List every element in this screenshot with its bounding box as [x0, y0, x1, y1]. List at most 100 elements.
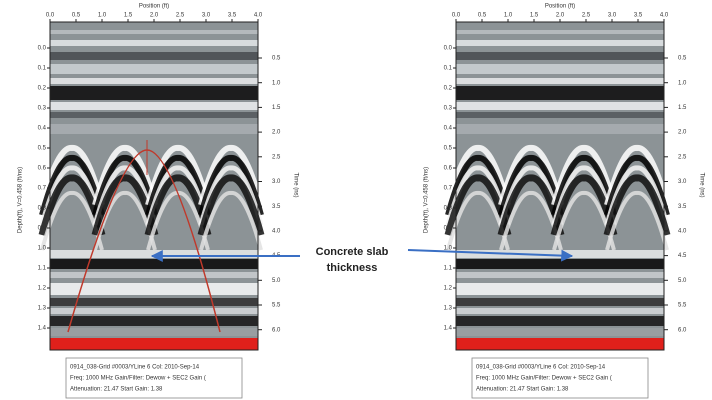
top-axis-title: Position (ft)	[545, 4, 575, 10]
depth-tick-label: 1.1	[444, 266, 453, 272]
band	[456, 298, 664, 306]
depth-tick-label: 0.7	[444, 186, 453, 192]
x-tick-label: 4.0	[660, 13, 669, 19]
caption-box	[471, 357, 649, 399]
depth-tick-label: 0.1	[444, 66, 453, 72]
time-tick-label: 3.5	[678, 204, 687, 210]
band	[50, 316, 258, 326]
annotation: Concrete slab	[316, 246, 389, 258]
depth-tick-label: 0.2	[38, 86, 47, 92]
band	[456, 64, 664, 74]
time-tick-label: 3.0	[272, 179, 281, 185]
arch	[92, 145, 158, 206]
depth-tick-label: 1.0	[38, 246, 47, 252]
arch	[551, 165, 617, 226]
depth-tick-label: 1.4	[444, 326, 453, 332]
left-axis-title: Depth(ft), V=0.458 (ft/ns)	[424, 167, 430, 233]
band	[456, 250, 664, 258]
band	[456, 40, 664, 46]
x-tick-label: 3.0	[608, 13, 617, 19]
band	[50, 328, 258, 336]
arch	[199, 191, 263, 251]
x-tick-label: 0.5	[478, 13, 487, 19]
depth-tick-label: 0.0	[444, 46, 453, 52]
caption-line: Attenuation: 21.47 Start Gain: 1.38	[70, 387, 163, 393]
arch	[604, 145, 670, 206]
arch	[498, 165, 564, 226]
time-tick-label: 1.5	[272, 105, 281, 111]
top-axis-title: Position (ft)	[139, 4, 169, 10]
arch	[198, 165, 264, 226]
arch	[91, 174, 159, 236]
time-tick-label: 0.5	[272, 56, 281, 62]
arch	[603, 174, 671, 236]
arch	[39, 155, 105, 216]
ground	[50, 338, 258, 350]
time-tick-label: 1.0	[272, 80, 281, 86]
band	[50, 102, 258, 110]
arch	[92, 165, 158, 226]
arch	[38, 174, 106, 236]
x-tick-label: 2.5	[582, 13, 591, 19]
time-tick-label: 0.5	[678, 56, 687, 62]
x-tick-label: 2.0	[556, 13, 565, 19]
time-tick-label: 5.0	[678, 278, 687, 284]
arch	[92, 155, 158, 216]
depth-tick-label: 0.4	[38, 126, 47, 132]
x-tick-label: 1.0	[98, 13, 107, 19]
x-tick-label: 0.0	[452, 13, 461, 19]
band	[50, 52, 258, 60]
depth-tick-label: 0.7	[38, 186, 47, 192]
band	[50, 30, 258, 34]
band	[456, 78, 664, 84]
arch	[551, 155, 617, 216]
arch	[445, 155, 511, 216]
arch	[444, 174, 512, 236]
x-tick-label: 3.5	[228, 13, 237, 19]
depth-tick-label: 0.0	[38, 46, 47, 52]
band	[456, 308, 664, 314]
arch	[445, 145, 511, 206]
band	[456, 112, 664, 118]
time-tick-label: 4.5	[678, 253, 687, 259]
time-tick-label: 5.5	[272, 303, 281, 309]
depth-tick-label: 1.0	[444, 246, 453, 252]
depth-tick-label: 0.5	[38, 146, 47, 152]
caption-line: 0914_038-Grid #0003/YLine 6 Col: 2010-Se…	[70, 365, 200, 371]
arch	[551, 145, 617, 206]
depth-tick-label: 1.2	[444, 286, 453, 292]
x-tick-label: 4.0	[254, 13, 263, 19]
band	[50, 64, 258, 74]
x-tick-label: 3.0	[202, 13, 211, 19]
caption-line: Freq: 1000 MHz Gain/Filter: Dewow + SEC2…	[476, 376, 612, 382]
time-tick-label: 2.5	[678, 154, 687, 160]
time-tick-label: 1.0	[678, 80, 687, 86]
time-tick-label: 3.0	[678, 179, 687, 185]
annotation: thickness	[327, 262, 378, 274]
depth-tick-label: 1.3	[38, 306, 47, 312]
x-tick-label: 1.5	[530, 13, 539, 19]
arch	[605, 191, 669, 251]
arch	[145, 165, 211, 226]
radargram: Position (ft) 0.0 0.5 1.0 1.5 2.0 2.5 3.0 3.5 4.0…	[18, 4, 298, 399]
x-tick-label: 1.5	[124, 13, 133, 19]
depth-tick-label: 0.4	[444, 126, 453, 132]
arch	[604, 155, 670, 216]
time-tick-label: 4.0	[272, 228, 281, 234]
band	[456, 102, 664, 110]
arch	[498, 155, 564, 216]
depth-tick-label: 0.3	[38, 106, 47, 112]
caption-line: Freq: 1000 MHz Gain/Filter: Dewow + SEC2…	[70, 376, 206, 382]
band	[456, 259, 664, 269]
time-tick-label: 4.0	[678, 228, 687, 234]
depth-tick-label: 1.1	[38, 266, 47, 272]
x-tick-label: 0.5	[72, 13, 81, 19]
arch	[144, 174, 212, 236]
depth-tick-label: 0.8	[444, 206, 453, 212]
time-tick-label: 5.0	[272, 278, 281, 284]
band	[456, 124, 664, 134]
time-tick-label: 6.0	[678, 327, 687, 333]
arch	[39, 165, 105, 226]
depth-tick-label: 0.6	[444, 166, 453, 172]
